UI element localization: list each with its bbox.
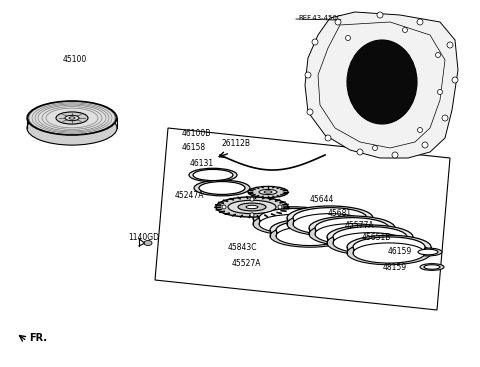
Text: 1140GD: 1140GD	[128, 233, 159, 243]
Ellipse shape	[253, 207, 333, 229]
Text: 45527A: 45527A	[232, 258, 262, 268]
Ellipse shape	[259, 208, 327, 228]
Ellipse shape	[27, 111, 117, 145]
Ellipse shape	[246, 205, 258, 209]
Ellipse shape	[144, 240, 152, 246]
Circle shape	[278, 205, 282, 209]
Ellipse shape	[347, 40, 417, 124]
Ellipse shape	[287, 206, 373, 230]
Circle shape	[222, 205, 226, 209]
Circle shape	[442, 115, 448, 121]
Text: 45247A: 45247A	[175, 190, 204, 200]
Circle shape	[346, 36, 350, 40]
Text: 45577A: 45577A	[345, 221, 374, 229]
Ellipse shape	[276, 226, 344, 246]
Circle shape	[422, 142, 428, 148]
Text: 45644: 45644	[310, 196, 335, 204]
Ellipse shape	[259, 189, 277, 195]
Circle shape	[452, 77, 458, 83]
Ellipse shape	[309, 216, 395, 240]
Ellipse shape	[418, 249, 438, 255]
Circle shape	[250, 213, 254, 217]
Text: 45681: 45681	[328, 208, 352, 218]
Ellipse shape	[420, 264, 444, 270]
Circle shape	[250, 197, 254, 201]
Circle shape	[335, 19, 341, 25]
Ellipse shape	[347, 235, 431, 259]
Circle shape	[357, 149, 363, 155]
Circle shape	[305, 72, 311, 78]
Ellipse shape	[259, 214, 327, 233]
Circle shape	[403, 28, 408, 33]
Circle shape	[447, 42, 453, 48]
Text: 26112B: 26112B	[222, 138, 251, 148]
Text: 46159: 46159	[388, 247, 412, 257]
Ellipse shape	[65, 115, 79, 121]
Circle shape	[372, 145, 377, 150]
Text: 45100: 45100	[63, 55, 87, 65]
Circle shape	[377, 12, 383, 18]
Ellipse shape	[228, 200, 276, 214]
Ellipse shape	[327, 225, 413, 249]
Circle shape	[437, 90, 443, 94]
Ellipse shape	[69, 117, 75, 119]
Ellipse shape	[347, 241, 431, 265]
Ellipse shape	[309, 222, 395, 246]
Ellipse shape	[293, 214, 367, 235]
Ellipse shape	[248, 186, 288, 197]
Ellipse shape	[327, 231, 413, 255]
Text: 48159: 48159	[383, 264, 407, 273]
Ellipse shape	[194, 180, 250, 196]
Ellipse shape	[216, 197, 288, 217]
Ellipse shape	[353, 237, 425, 257]
Ellipse shape	[276, 221, 344, 240]
Ellipse shape	[238, 203, 266, 211]
Text: REF.43-450C: REF.43-450C	[298, 15, 342, 21]
Text: 46131: 46131	[190, 159, 214, 167]
Ellipse shape	[199, 182, 245, 195]
Ellipse shape	[264, 191, 272, 193]
Ellipse shape	[287, 212, 373, 236]
Ellipse shape	[253, 213, 333, 235]
Text: 45651B: 45651B	[362, 233, 391, 241]
Ellipse shape	[333, 227, 407, 247]
Text: 46100B: 46100B	[182, 128, 211, 138]
Ellipse shape	[315, 218, 389, 238]
Ellipse shape	[270, 219, 350, 241]
Ellipse shape	[293, 208, 367, 228]
Ellipse shape	[27, 101, 117, 135]
Ellipse shape	[333, 233, 407, 253]
Ellipse shape	[56, 112, 88, 124]
Circle shape	[418, 127, 422, 132]
Circle shape	[307, 109, 313, 115]
Polygon shape	[305, 12, 458, 158]
Circle shape	[392, 152, 398, 158]
Ellipse shape	[270, 225, 350, 247]
Circle shape	[325, 135, 331, 141]
Text: FR.: FR.	[29, 333, 47, 343]
Ellipse shape	[414, 248, 442, 256]
Circle shape	[417, 19, 423, 25]
Text: 45843C: 45843C	[228, 243, 257, 252]
Ellipse shape	[189, 168, 237, 182]
Ellipse shape	[353, 243, 425, 263]
Ellipse shape	[424, 265, 440, 269]
Circle shape	[312, 39, 318, 45]
Text: 46158: 46158	[182, 143, 206, 153]
Circle shape	[435, 52, 441, 58]
Ellipse shape	[193, 170, 233, 181]
Ellipse shape	[315, 224, 389, 244]
